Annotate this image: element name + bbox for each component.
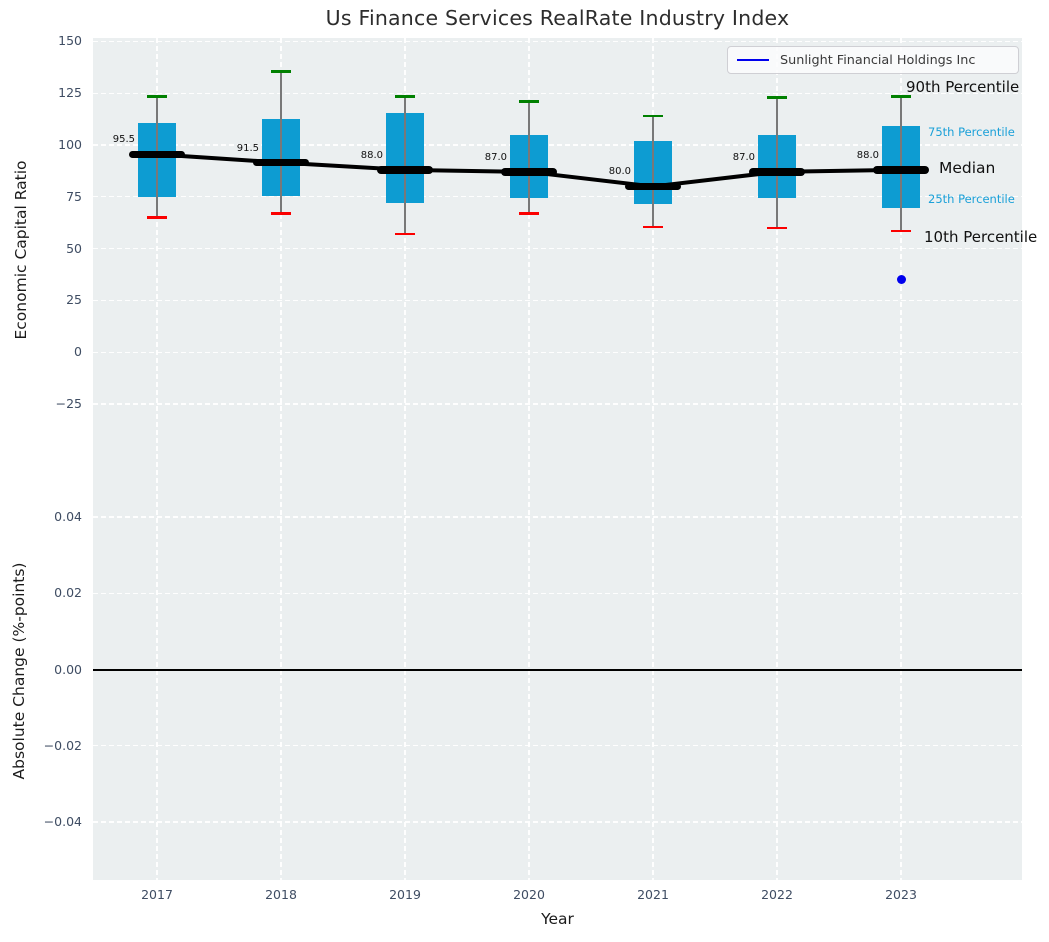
annotation-25th-percentile: 25th Percentile — [928, 192, 1015, 206]
bottom-y-axis-label: Absolute Change (%-points) — [10, 562, 28, 780]
bottom-ytick-label: 0.02 — [54, 585, 82, 601]
bottom-gridline-v — [280, 462, 282, 880]
median-value-label-2022: 87.0 — [732, 151, 755, 163]
median-value-label-2019: 88.0 — [360, 149, 383, 161]
xtick-label: 2023 — [885, 887, 917, 902]
whisker-2021 — [652, 115, 654, 227]
top-ytick-label: 150 — [58, 33, 82, 49]
bottom-gridline-h — [93, 516, 1022, 518]
annotation-75th-percentile: 75th Percentile — [928, 125, 1015, 139]
top-ytick-label: 100 — [58, 137, 82, 152]
top-ytick-label: 75 — [66, 188, 82, 204]
bottom-ytick-label: 0.04 — [54, 509, 82, 524]
whisker-2022 — [776, 97, 778, 228]
top-gridline-h — [93, 403, 1022, 405]
bottom-ytick-label: 0.00 — [54, 661, 82, 677]
bottom-gridline-v — [776, 462, 778, 880]
annotation-10th-percentile: 10th Percentile — [924, 228, 1038, 246]
bottom-gridline-v — [404, 462, 406, 880]
top-panel — [93, 38, 1022, 462]
top-gridline-h — [93, 299, 1022, 302]
p10-cap-2018 — [271, 212, 291, 215]
p90-cap-2020 — [519, 100, 539, 103]
p10-cap-2021 — [643, 225, 663, 229]
median-marker-2020 — [501, 168, 557, 176]
x-axis-label: Year — [541, 910, 574, 928]
top-ytick-label: 125 — [58, 85, 82, 101]
median-value-label-2018: 91.5 — [236, 142, 259, 154]
p10-cap-2017 — [147, 216, 167, 219]
top-gridline-v — [776, 38, 778, 462]
median-value-label-2021: 80.0 — [608, 166, 631, 178]
xtick-label: 2020 — [513, 887, 545, 902]
median-marker-2017 — [129, 150, 185, 159]
top-gridline-v — [156, 38, 158, 462]
median-marker-2018 — [253, 158, 309, 167]
bottom-ytick-label: −0.02 — [43, 737, 82, 753]
top-y-axis-label: Economic Capital Ratio — [12, 160, 30, 340]
p90-cap-2023 — [891, 95, 911, 98]
top-gridline-v — [280, 38, 282, 462]
p90-cap-2018 — [271, 70, 291, 73]
chart-title: Us Finance Services RealRate Industry In… — [325, 6, 790, 30]
p90-cap-2017 — [147, 95, 167, 98]
median-marker-2021 — [625, 182, 681, 191]
legend: Sunlight Financial Holdings Inc — [727, 46, 1019, 74]
company-data-point — [896, 275, 906, 285]
bottom-gridline-h — [93, 821, 1022, 823]
p90-cap-2022 — [767, 96, 787, 99]
top-gridline-v — [900, 38, 902, 462]
xtick-label: 2017 — [141, 887, 173, 902]
top-gridline-h — [93, 144, 1022, 146]
top-gridline-h — [93, 351, 1022, 353]
p10-cap-2023 — [891, 229, 911, 233]
top-gridline-v — [652, 38, 654, 462]
bottom-gridline-v — [528, 462, 530, 880]
xtick-label: 2022 — [761, 887, 793, 902]
whisker-2018 — [280, 71, 282, 214]
top-gridline-h — [93, 40, 1022, 43]
p90-cap-2019 — [395, 95, 415, 98]
bottom-gridline-v — [652, 462, 654, 880]
top-gridline-h — [93, 92, 1022, 94]
bottom-ytick-label: −0.04 — [43, 814, 82, 829]
bottom-gridline-h — [93, 592, 1022, 594]
xtick-label: 2018 — [265, 887, 297, 902]
annotation-90th-percentile: 90th Percentile — [906, 78, 1020, 96]
whisker-2020 — [528, 101, 530, 214]
bottom-gridline-v — [156, 462, 158, 880]
median-marker-2023 — [873, 166, 929, 174]
top-gridline-v — [528, 38, 530, 462]
top-gridline-v — [404, 38, 406, 462]
xtick-label: 2019 — [389, 887, 421, 902]
top-ytick-label: −25 — [55, 396, 82, 411]
bottom-gridline-v — [900, 462, 902, 880]
legend-line-sample — [737, 58, 769, 62]
p10-cap-2022 — [767, 226, 787, 230]
p10-cap-2020 — [519, 212, 539, 215]
top-ytick-label: 0 — [74, 344, 82, 360]
top-gridline-h — [93, 247, 1022, 250]
p90-cap-2021 — [643, 114, 663, 118]
annotation-median: Median — [939, 159, 996, 177]
median-marker-2022 — [749, 168, 805, 176]
top-gridline-h — [93, 196, 1022, 198]
top-ytick-label: 50 — [66, 240, 82, 256]
zero-line — [93, 668, 1022, 671]
median-marker-2019 — [377, 166, 433, 174]
bottom-panel — [93, 462, 1022, 880]
top-ytick-label: 25 — [66, 292, 82, 308]
legend-label: Sunlight Financial Holdings Inc — [780, 52, 976, 68]
bottom-gridline-h — [93, 745, 1022, 747]
xtick-label: 2021 — [637, 887, 669, 902]
p10-cap-2019 — [395, 232, 415, 236]
median-value-label-2017: 95.5 — [112, 134, 135, 146]
whisker-2023 — [900, 96, 902, 231]
median-value-label-2023: 88.0 — [856, 149, 879, 161]
median-value-label-2020: 87.0 — [484, 151, 507, 163]
